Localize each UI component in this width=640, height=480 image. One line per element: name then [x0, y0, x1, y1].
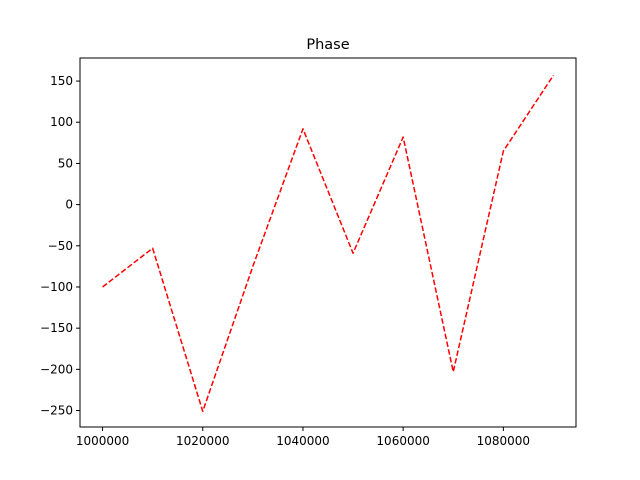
- x-tick-label: 1080000: [477, 434, 530, 448]
- y-tick-label: −100: [40, 280, 73, 294]
- y-tick-label: 0: [65, 198, 73, 212]
- x-axis: 1000000 1020000 1040000 1060000 1080000: [76, 427, 530, 448]
- y-tick-label: −50: [48, 239, 73, 253]
- series-line: [102, 74, 555, 413]
- y-tick-label: −200: [40, 362, 73, 376]
- x-tick-label: 1000000: [76, 434, 129, 448]
- y-tick-label: 100: [50, 115, 73, 129]
- y-tick-label: −250: [40, 404, 73, 418]
- y-axis: −250 −200 −150 −100 −50 0 50 100 150: [40, 74, 80, 418]
- axes-frame: [79, 57, 577, 428]
- x-tick-label: 1040000: [276, 434, 329, 448]
- x-tick-label: 1060000: [376, 434, 429, 448]
- y-tick-label: 50: [58, 156, 73, 170]
- y-tick-label: 150: [50, 74, 73, 88]
- x-tick-label: 1020000: [176, 434, 229, 448]
- y-tick-label: −150: [40, 321, 73, 335]
- chart-title: Phase: [306, 37, 349, 53]
- plot-area: [102, 74, 555, 413]
